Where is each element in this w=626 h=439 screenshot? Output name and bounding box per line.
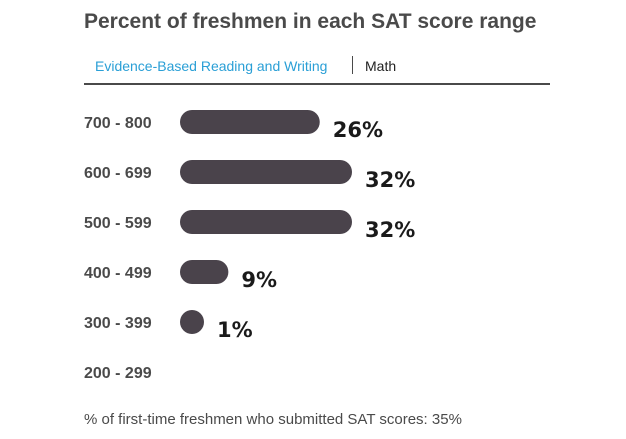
tab-math[interactable]: Math [365,58,397,74]
value-label: 32% [365,218,415,242]
category-label: 200 - 299 [84,365,152,382]
value-label: 9% [241,268,277,292]
category-label: 500 - 599 [84,215,152,232]
bar [180,110,320,134]
category-label: 300 - 399 [84,315,152,332]
bar [180,210,352,234]
value-label: 32% [365,168,415,192]
bar [180,310,204,334]
bar [180,160,352,184]
footnote: % of first-time freshmen who submitted S… [84,411,462,428]
score-tabs: Evidence-Based Reading and Writing Math [84,52,550,85]
category-label: 600 - 699 [84,165,152,182]
chart-title: Percent of freshmen in each SAT score ra… [84,10,537,33]
value-label: 1% [217,318,253,342]
tab-divider [352,56,353,74]
value-label: 26% [333,118,383,142]
category-label: 400 - 499 [84,265,152,282]
bar [180,260,229,284]
tab-ebrw[interactable]: Evidence-Based Reading and Writing [95,58,328,74]
category-label: 700 - 800 [84,115,152,132]
